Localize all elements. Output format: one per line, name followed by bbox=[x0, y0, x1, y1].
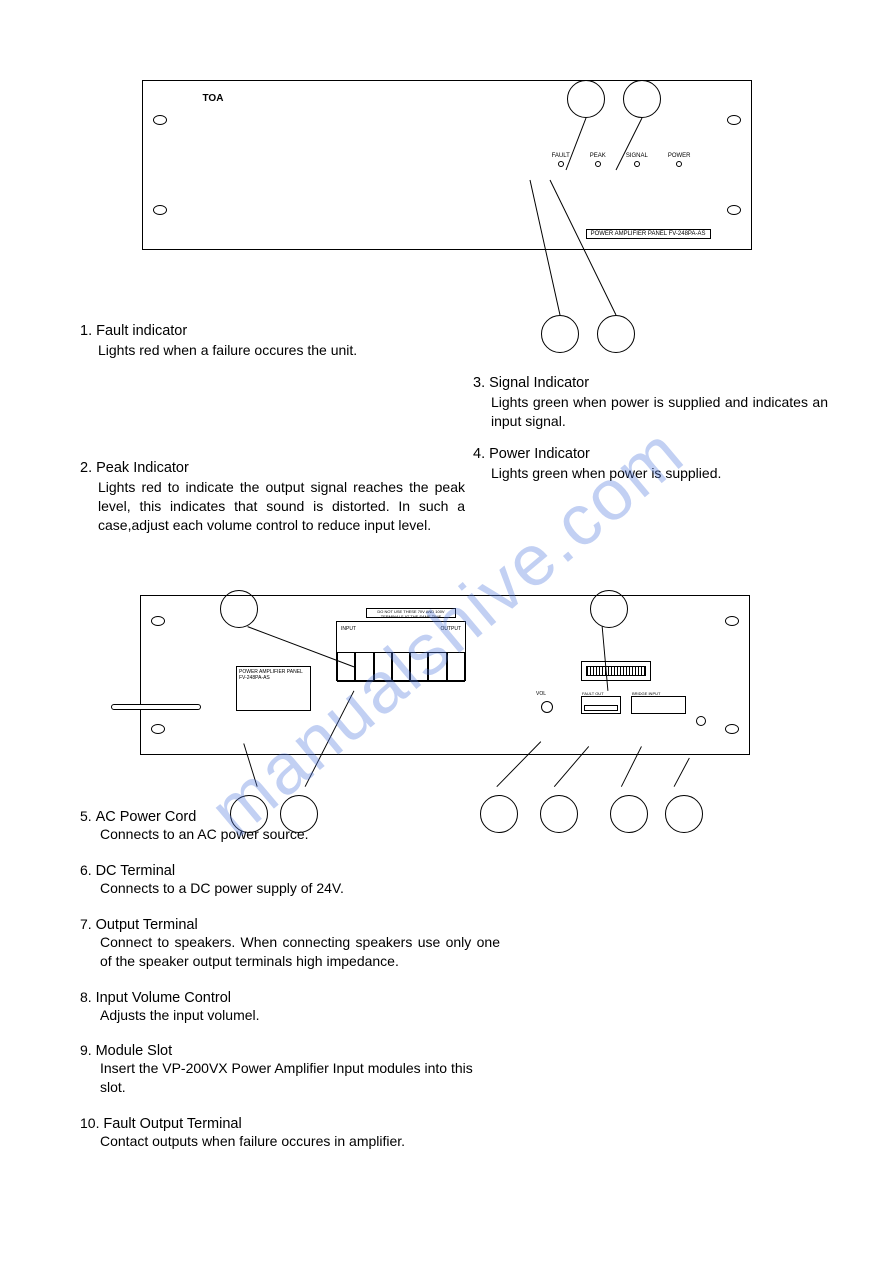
fault-out-terminal: FAULT OUT bbox=[581, 696, 621, 714]
item-3: 3. Signal Indicator Lights green when po… bbox=[473, 375, 828, 431]
rack-hole bbox=[151, 724, 165, 734]
rack-hole bbox=[153, 115, 167, 125]
item-heading: 1. Fault indicator bbox=[80, 323, 450, 339]
item-number: 6. bbox=[80, 862, 92, 878]
item-body: Connect to speakers. When connecting spe… bbox=[100, 933, 500, 971]
rear-items-list: 5. AC Power Cord Connects to an AC power… bbox=[80, 808, 500, 1169]
plate-text: POWER AMPLIFIER PANEL FV-248PA-AS bbox=[239, 669, 303, 681]
front-diagram-region: TOA FAULT PEAK SIGNAL POWER POWER AMPLIF… bbox=[70, 80, 823, 350]
item-number: 7. bbox=[80, 916, 92, 932]
led-label: FAULT bbox=[552, 153, 570, 159]
ground-terminal bbox=[696, 716, 706, 726]
callout-circle bbox=[597, 315, 635, 353]
item-2: 2. Peak Indicator Lights red to indicate… bbox=[80, 460, 465, 535]
item-title: Power Indicator bbox=[489, 446, 590, 462]
rating-plate: POWER AMPLIFIER PANEL FV-248PA-AS bbox=[236, 666, 311, 711]
item-heading: 2. Peak Indicator bbox=[80, 460, 465, 476]
item-body: Lights red when a failure occures the un… bbox=[98, 341, 450, 360]
callout-circle bbox=[665, 795, 703, 833]
item-number: 5. bbox=[80, 808, 92, 824]
fault-out-label: FAULT OUT bbox=[582, 691, 604, 696]
item-body: Insert the VP-200VX Power Amplifier Inpu… bbox=[100, 1059, 500, 1097]
rear-diagram-region: POWER AMPLIFIER PANEL FV-248PA-AS DO NOT… bbox=[140, 555, 750, 825]
panel-model-label: POWER AMPLIFIER PANEL FV-248PA-AS bbox=[586, 229, 711, 239]
item-7: 7. Output Terminal Connect to speakers. … bbox=[80, 916, 500, 971]
item-body: Lights red to indicate the output signal… bbox=[98, 478, 465, 535]
item-title: Signal Indicator bbox=[489, 375, 589, 391]
rear-panel-drawing: POWER AMPLIFIER PANEL FV-248PA-AS DO NOT… bbox=[140, 595, 750, 755]
item-heading: 4. Power Indicator bbox=[473, 446, 828, 462]
led-dot bbox=[676, 161, 682, 167]
item-title: Module Slot bbox=[96, 1043, 173, 1059]
ac-cord bbox=[111, 704, 201, 710]
item-number: 8. bbox=[80, 989, 92, 1005]
terminal-block: INPUT OUTPUT bbox=[336, 621, 466, 681]
item-body: Contact outputs when failure occures in … bbox=[100, 1132, 500, 1151]
brand-label: TOA bbox=[203, 93, 224, 104]
item-title: Fault indicator bbox=[96, 323, 187, 339]
callout-circle bbox=[540, 795, 578, 833]
page: manualshive.com TOA FAULT PEAK SIGNAL PO… bbox=[0, 0, 893, 1263]
item-number: 4. bbox=[473, 446, 485, 462]
led-power: POWER bbox=[668, 153, 691, 167]
rack-hole bbox=[151, 616, 165, 626]
led-signal: SIGNAL bbox=[626, 153, 648, 167]
led-peak: PEAK bbox=[590, 153, 606, 167]
item-6: 6. DC Terminal Connects to a DC power su… bbox=[80, 862, 500, 898]
item-number: 10. bbox=[80, 1115, 99, 1131]
led-label: SIGNAL bbox=[626, 153, 648, 159]
item-4: 4. Power Indicator Lights green when pow… bbox=[473, 446, 828, 483]
item-10: 10. Fault Output Terminal Contact output… bbox=[80, 1115, 500, 1151]
item-number: 9. bbox=[80, 1042, 92, 1058]
item-body: Lights green when power is supplied. bbox=[491, 464, 828, 483]
item-title: Input Volume Control bbox=[96, 990, 231, 1006]
item-1: 1. Fault indicator Lights red when a fai… bbox=[80, 323, 450, 360]
item-number: 3. bbox=[473, 375, 485, 391]
front-panel-drawing: TOA FAULT PEAK SIGNAL POWER POWER AMPLIF… bbox=[142, 80, 752, 250]
item-body: Connects to a DC power supply of 24V. bbox=[100, 879, 500, 898]
vol-label: VOL bbox=[536, 691, 546, 697]
item-heading: 3. Signal Indicator bbox=[473, 375, 828, 391]
bridge-input-terminal: BRIDGE INPUT bbox=[631, 696, 686, 714]
item-5: 5. AC Power Cord Connects to an AC power… bbox=[80, 808, 500, 844]
item-9: 9. Module Slot Insert the VP-200VX Power… bbox=[80, 1042, 500, 1097]
module-slot bbox=[581, 661, 651, 681]
led-fault: FAULT bbox=[552, 153, 570, 167]
item-number: 1. bbox=[80, 323, 92, 339]
led-dot bbox=[595, 161, 601, 167]
led-label: PEAK bbox=[590, 153, 606, 159]
callout-circle bbox=[541, 315, 579, 353]
item-title: AC Power Cord bbox=[96, 809, 197, 825]
item-8: 8. Input Volume Control Adjusts the inpu… bbox=[80, 989, 500, 1025]
item-title: Output Terminal bbox=[96, 917, 198, 933]
rack-hole bbox=[727, 115, 741, 125]
output-label: OUTPUT bbox=[440, 626, 461, 632]
warning-label: DO NOT USE THESE 70V AND 100V TERMINALS … bbox=[366, 608, 456, 618]
item-title: Peak Indicator bbox=[96, 460, 189, 476]
bridge-label: BRIDGE INPUT bbox=[632, 691, 660, 696]
led-dot bbox=[558, 161, 564, 167]
input-label: INPUT bbox=[341, 626, 356, 632]
led-label: POWER bbox=[668, 153, 691, 159]
led-dot bbox=[634, 161, 640, 167]
item-title: DC Terminal bbox=[96, 863, 176, 879]
rack-hole bbox=[725, 616, 739, 626]
item-body: Lights green when power is supplied and … bbox=[491, 393, 828, 431]
item-body: Connects to an AC power source. bbox=[100, 825, 500, 844]
item-body: Adjusts the input volumel. bbox=[100, 1006, 500, 1025]
rack-hole bbox=[725, 724, 739, 734]
rack-hole bbox=[153, 205, 167, 215]
callout-circle bbox=[610, 795, 648, 833]
item-number: 2. bbox=[80, 460, 92, 476]
item-title: Fault Output Terminal bbox=[103, 1116, 241, 1132]
volume-knob bbox=[541, 701, 553, 713]
rack-hole bbox=[727, 205, 741, 215]
led-row: FAULT PEAK SIGNAL POWER bbox=[552, 153, 691, 167]
